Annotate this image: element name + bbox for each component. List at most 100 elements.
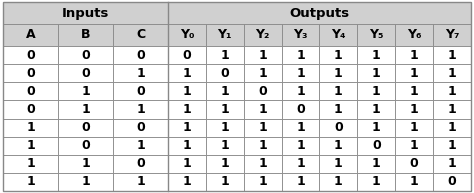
Bar <box>319 46 357 64</box>
Bar <box>3 64 58 82</box>
Bar <box>3 24 58 46</box>
Text: 1: 1 <box>296 67 305 80</box>
Text: 1: 1 <box>410 139 419 152</box>
Text: Y₅: Y₅ <box>369 29 383 41</box>
Bar <box>357 155 395 173</box>
Bar <box>244 24 282 46</box>
Bar <box>168 155 206 173</box>
Text: 1: 1 <box>372 85 381 98</box>
Text: Inputs: Inputs <box>62 7 109 19</box>
Text: 0: 0 <box>182 49 191 62</box>
Text: 0: 0 <box>26 49 35 62</box>
Text: 1: 1 <box>334 175 343 188</box>
Bar <box>319 173 357 191</box>
Text: 0: 0 <box>136 49 145 62</box>
Bar <box>58 100 113 119</box>
Bar <box>319 137 357 155</box>
Text: 1: 1 <box>258 103 267 116</box>
Text: Outputs: Outputs <box>290 7 349 19</box>
Bar <box>168 2 471 24</box>
Bar <box>244 100 282 119</box>
Bar <box>58 137 113 155</box>
Bar <box>319 155 357 173</box>
Text: 1: 1 <box>136 139 145 152</box>
Bar <box>395 173 433 191</box>
Text: 1: 1 <box>296 175 305 188</box>
Text: Y₁: Y₁ <box>218 29 232 41</box>
Text: 1: 1 <box>447 103 456 116</box>
Text: 1: 1 <box>334 103 343 116</box>
Bar <box>357 137 395 155</box>
Bar <box>206 173 244 191</box>
Text: 1: 1 <box>220 157 229 170</box>
Text: 1: 1 <box>182 139 191 152</box>
Bar <box>113 119 168 137</box>
Text: 1: 1 <box>372 157 381 170</box>
Bar <box>244 137 282 155</box>
Text: 1: 1 <box>296 121 305 134</box>
Bar <box>282 155 319 173</box>
Bar <box>244 173 282 191</box>
Bar <box>168 82 206 100</box>
Text: 1: 1 <box>372 67 381 80</box>
Bar <box>357 24 395 46</box>
Bar <box>206 119 244 137</box>
Text: Y₃: Y₃ <box>293 29 308 41</box>
Text: C: C <box>136 29 145 41</box>
Bar <box>244 64 282 82</box>
Bar <box>244 46 282 64</box>
Text: 1: 1 <box>372 121 381 134</box>
Text: 1: 1 <box>81 175 90 188</box>
Text: 0: 0 <box>81 121 90 134</box>
Text: 1: 1 <box>296 49 305 62</box>
Text: 1: 1 <box>26 175 35 188</box>
Text: 1: 1 <box>372 49 381 62</box>
Bar <box>357 46 395 64</box>
Bar <box>433 24 471 46</box>
Bar <box>357 100 395 119</box>
Text: 0: 0 <box>372 139 381 152</box>
Bar <box>433 155 471 173</box>
Text: 0: 0 <box>447 175 456 188</box>
Text: 1: 1 <box>447 157 456 170</box>
Bar <box>357 173 395 191</box>
Text: 1: 1 <box>410 103 419 116</box>
Bar <box>244 82 282 100</box>
Bar <box>206 82 244 100</box>
Bar <box>3 2 168 24</box>
Text: Y₀: Y₀ <box>180 29 194 41</box>
Bar <box>319 100 357 119</box>
Bar <box>113 137 168 155</box>
Text: 0: 0 <box>81 67 90 80</box>
Text: B: B <box>81 29 90 41</box>
Text: 1: 1 <box>334 67 343 80</box>
Text: Y₂: Y₂ <box>255 29 270 41</box>
Text: A: A <box>26 29 35 41</box>
Bar <box>168 24 206 46</box>
Text: Y₄: Y₄ <box>331 29 346 41</box>
Text: 1: 1 <box>447 67 456 80</box>
Text: 1: 1 <box>372 103 381 116</box>
Bar <box>433 173 471 191</box>
Text: 1: 1 <box>410 49 419 62</box>
Bar <box>3 137 58 155</box>
Text: 1: 1 <box>334 85 343 98</box>
Bar <box>433 137 471 155</box>
Bar <box>395 100 433 119</box>
Text: 0: 0 <box>136 121 145 134</box>
Text: 1: 1 <box>136 175 145 188</box>
Bar <box>395 137 433 155</box>
Bar <box>58 82 113 100</box>
Bar <box>168 46 206 64</box>
Bar <box>168 173 206 191</box>
Bar <box>113 24 168 46</box>
Bar <box>319 82 357 100</box>
Text: 1: 1 <box>220 85 229 98</box>
Bar <box>319 64 357 82</box>
Bar <box>113 82 168 100</box>
Text: 1: 1 <box>26 157 35 170</box>
Bar <box>395 155 433 173</box>
Bar <box>206 155 244 173</box>
Bar <box>113 173 168 191</box>
Text: 1: 1 <box>447 139 456 152</box>
